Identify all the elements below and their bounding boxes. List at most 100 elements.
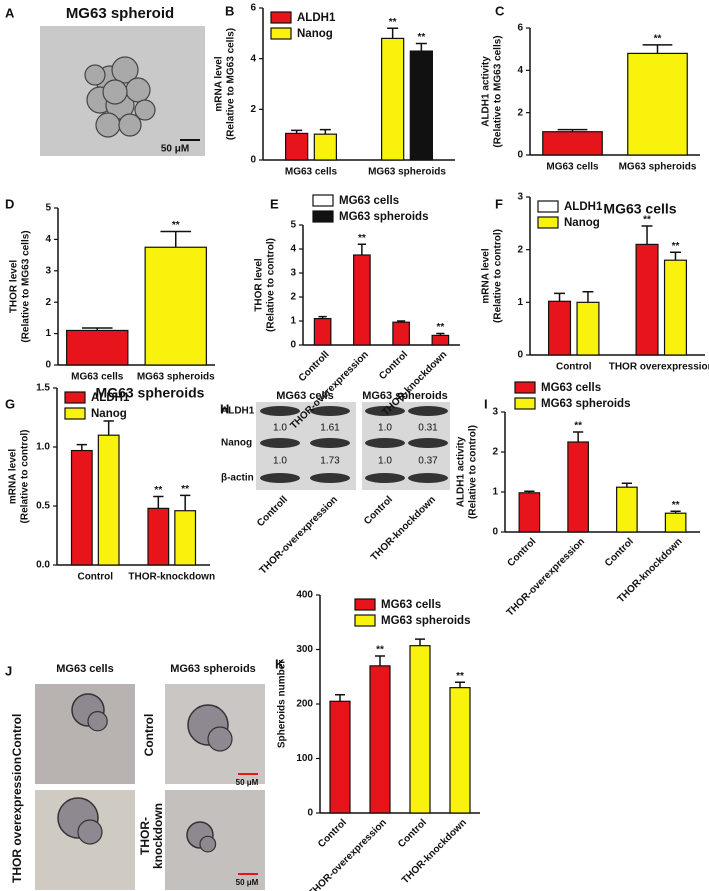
band (310, 438, 350, 448)
bar (381, 37, 405, 161)
band-value: 1.0 (273, 456, 287, 467)
spheroid (77, 819, 103, 845)
significance: ** (436, 322, 444, 333)
x-tick-label: THOR-overexpression (307, 817, 389, 891)
significance: ** (358, 233, 366, 244)
scale-label: 50 μM (236, 778, 259, 787)
y-tick-label: 0 (517, 150, 523, 161)
bar (144, 246, 207, 366)
x-tick-label: MG63 cells (285, 167, 338, 178)
legend-swatch (312, 194, 334, 207)
row-label: β-actin (221, 473, 254, 484)
x-tick-label: Control (556, 362, 592, 373)
error-bar (319, 128, 331, 135)
error-bar (357, 243, 366, 255)
error-bar (415, 42, 427, 52)
spheroid (207, 726, 233, 752)
row-label: Control (142, 714, 156, 757)
y-tick-label: 4 (517, 65, 523, 76)
legend-swatch (537, 216, 559, 229)
chart-title: MG63 spheroids (96, 385, 205, 401)
y-tick-label: 2 (517, 107, 523, 118)
group-label: MG63 spheroids (362, 390, 448, 402)
spheroid (199, 835, 217, 853)
legend-swatch (270, 11, 292, 24)
panel-letter: J (5, 663, 12, 678)
x-tick-label: Control (603, 536, 636, 569)
band (310, 406, 350, 416)
row-label: knockdown (151, 803, 165, 869)
error-bar (554, 292, 565, 302)
band (365, 438, 405, 448)
bar (663, 259, 688, 356)
y-tick-label: 2 (45, 297, 51, 308)
legend-label: MG63 cells (339, 195, 399, 207)
row-label: THOR- (138, 817, 152, 855)
y-tick-label: 0 (307, 808, 313, 819)
y-tick-label: 3 (517, 192, 523, 203)
bar (431, 334, 450, 346)
error-bar (670, 510, 681, 514)
bar (147, 507, 170, 566)
bar (369, 665, 391, 814)
significance: ** (672, 241, 680, 252)
y-tick-label: 400 (296, 590, 313, 601)
band-value: 1.73 (320, 456, 340, 467)
error-bar (335, 693, 345, 702)
row-label: ALDH1 (221, 406, 255, 417)
column-label: MG63 cells (56, 663, 113, 675)
x-tick-label: MG63 spheroids (137, 372, 215, 383)
y-tick-label: 5 (290, 220, 296, 231)
y-axis-label: Spheroids number (277, 660, 288, 748)
significance: ** (643, 215, 651, 226)
y-axis-label: (Relative to control) (266, 238, 277, 332)
error-bar (387, 27, 399, 39)
bar (635, 243, 659, 356)
bar (313, 318, 332, 346)
legend-label: ALDH1 (564, 201, 603, 213)
lane-label: Control (362, 494, 395, 527)
y-tick-label: 3 (290, 268, 296, 279)
column-label: MG63 spheroids (170, 663, 256, 675)
y-tick-label: 4 (45, 234, 51, 245)
x-tick-label: Controll (297, 349, 332, 384)
error-bar (524, 490, 535, 493)
band-value: 1.0 (378, 456, 392, 467)
x-tick-label: Control (505, 536, 538, 569)
y-axis-label: ALDH1 activity (456, 436, 467, 507)
bar (576, 301, 600, 356)
error-bar (642, 44, 673, 54)
blot-bands (260, 406, 448, 483)
panel-letter: B (225, 3, 234, 18)
y-axis-label: (Relative to MG63 cells) (493, 35, 504, 147)
y-tick-label: 6 (250, 3, 256, 14)
significance: ** (181, 484, 189, 495)
y-axis-label: (Relative to MG63 cells) (21, 230, 32, 342)
y-tick-label: 0.0 (36, 560, 50, 571)
legend-label: MG63 spheroids (339, 211, 428, 223)
bar (97, 434, 120, 566)
cell (125, 77, 151, 103)
bar (664, 512, 687, 533)
band (365, 473, 405, 483)
y-tick-label: 4 (250, 53, 256, 64)
bar (285, 132, 309, 161)
y-tick-label: 6 (517, 23, 523, 34)
legend-swatch (64, 391, 86, 404)
bar (627, 52, 688, 156)
panel-letter: D (5, 196, 14, 211)
cell (95, 112, 121, 138)
x-tick-label: THOR overexpression (609, 362, 709, 373)
y-axis-label: (Relative to control) (493, 229, 504, 323)
y-tick-label: 0 (517, 350, 523, 361)
spheroid-cluster (84, 56, 156, 138)
significance: ** (654, 34, 662, 45)
y-axis-label: (Relative to control) (20, 430, 31, 524)
error-bar (582, 291, 594, 303)
y-tick-label: 0 (290, 340, 296, 351)
bar (542, 131, 603, 156)
panel-letter: C (495, 3, 505, 18)
y-tick-label: 0.5 (36, 501, 50, 512)
error-bar (81, 327, 113, 331)
